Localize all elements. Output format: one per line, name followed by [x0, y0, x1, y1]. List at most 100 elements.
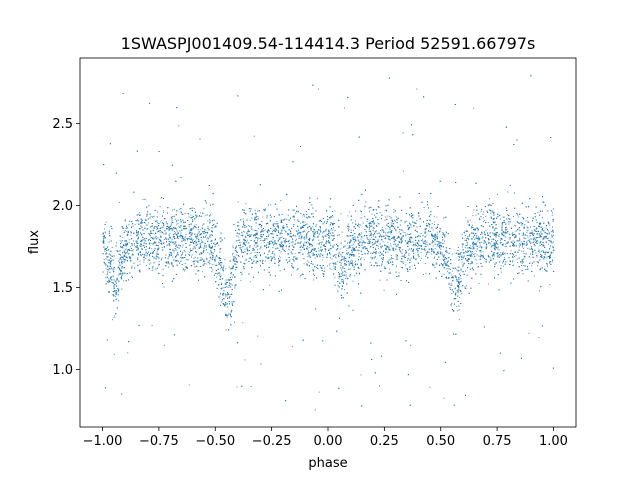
- data-point: [253, 245, 255, 247]
- data-point: [498, 234, 500, 235]
- data-point: [522, 246, 523, 248]
- data-point: [330, 253, 332, 255]
- data-point: [447, 270, 448, 272]
- data-point: [245, 245, 247, 247]
- data-point: [531, 245, 533, 247]
- data-point: [468, 257, 469, 259]
- data-point: [192, 219, 193, 220]
- data-point: [249, 281, 251, 283]
- data-point: [172, 209, 174, 211]
- data-point: [416, 88, 418, 90]
- data-point: [287, 233, 289, 234]
- data-point: [123, 280, 125, 282]
- data-point: [441, 251, 443, 253]
- data-point: [307, 250, 309, 252]
- data-point: [212, 255, 214, 257]
- data-point: [332, 229, 334, 231]
- data-point: [244, 248, 246, 250]
- data-point: [440, 248, 442, 250]
- data-point: [424, 263, 426, 264]
- data-point: [362, 222, 364, 224]
- data-point: [208, 218, 210, 220]
- data-point: [178, 235, 180, 237]
- data-point: [270, 242, 272, 244]
- data-point: [518, 228, 520, 230]
- data-point: [220, 275, 222, 277]
- data-point: [381, 228, 383, 230]
- data-point: [256, 210, 258, 212]
- data-point: [334, 230, 336, 231]
- data-point: [303, 263, 305, 265]
- data-point: [260, 235, 262, 237]
- data-point: [171, 240, 173, 242]
- data-point: [456, 276, 458, 278]
- data-point: [502, 259, 504, 261]
- data-point: [476, 254, 478, 256]
- data-point: [377, 247, 379, 249]
- data-point: [292, 235, 294, 237]
- data-point: [442, 233, 444, 235]
- data-point: [329, 262, 331, 264]
- data-point: [290, 242, 292, 244]
- data-point: [253, 135, 255, 137]
- data-point: [174, 249, 176, 251]
- data-point: [389, 268, 391, 270]
- data-point: [511, 233, 513, 235]
- data-point: [330, 222, 332, 224]
- data-point: [246, 226, 248, 228]
- data-point: [289, 242, 291, 244]
- data-point: [320, 267, 322, 268]
- data-point: [405, 220, 407, 222]
- data-point: [473, 242, 474, 244]
- data-point: [349, 264, 351, 266]
- data-point: [333, 268, 335, 270]
- data-point: [406, 259, 408, 261]
- data-point: [344, 107, 345, 109]
- data-point: [231, 268, 233, 269]
- data-point: [193, 257, 195, 259]
- data-point: [314, 257, 316, 259]
- data-point: [519, 243, 521, 245]
- data-point: [491, 218, 493, 219]
- data-point: [213, 249, 215, 250]
- data-point: [517, 262, 519, 263]
- data-point: [497, 240, 499, 241]
- data-point: [472, 241, 474, 243]
- data-point: [465, 270, 466, 272]
- data-point: [371, 213, 373, 215]
- data-point: [274, 230, 276, 232]
- data-point: [345, 278, 347, 279]
- data-point: [470, 232, 472, 234]
- data-point: [221, 287, 223, 289]
- data-point: [466, 285, 468, 287]
- data-point: [351, 252, 353, 254]
- data-point: [487, 283, 489, 285]
- data-point: [256, 254, 258, 256]
- data-point: [523, 250, 525, 252]
- data-point: [465, 217, 467, 219]
- data-point: [113, 315, 115, 317]
- data-point: [128, 239, 130, 241]
- data-point: [294, 209, 295, 211]
- data-point: [479, 244, 481, 246]
- data-point: [328, 237, 329, 239]
- data-point: [419, 245, 421, 247]
- data-point: [207, 238, 209, 240]
- data-point: [256, 230, 258, 232]
- data-point: [551, 242, 553, 244]
- data-point: [468, 235, 470, 237]
- data-point: [348, 263, 350, 265]
- data-point: [159, 231, 161, 233]
- data-point: [523, 255, 525, 257]
- data-point: [203, 260, 205, 262]
- data-point: [366, 237, 368, 239]
- data-point: [222, 287, 224, 289]
- data-point: [339, 275, 341, 277]
- data-point: [183, 228, 185, 229]
- data-point: [280, 245, 282, 247]
- data-point: [383, 289, 385, 291]
- data-point: [182, 228, 184, 230]
- data-point: [420, 251, 422, 253]
- data-point: [401, 249, 403, 251]
- data-point: [115, 290, 117, 291]
